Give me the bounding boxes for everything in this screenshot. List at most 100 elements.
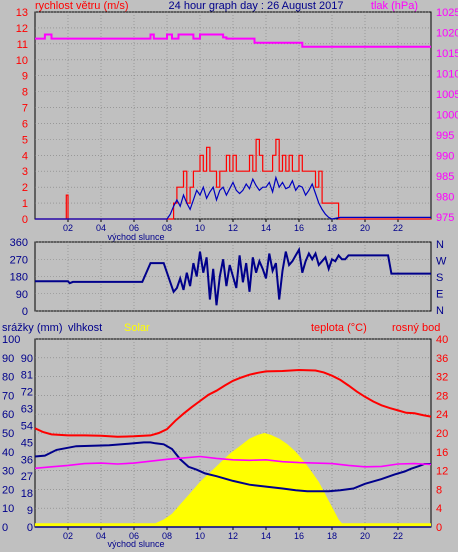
top-ylabel-right-1020: 1020 [436,27,458,39]
top-ylabel-left-1: 1 [22,198,28,210]
top-grid [35,11,431,220]
top-xlabel-12: 12 [228,223,238,233]
top-ylabel-left-9: 9 [22,71,28,83]
top-ylabel-left-13: 13 [16,7,28,19]
mid-series [35,246,431,306]
bot-xlabel-12: 12 [228,531,238,541]
bot-ylabel-temp-24: 24 [436,409,448,421]
bot-ylabel-temp-40: 40 [436,334,448,346]
bot-ylabel-temp-16: 16 [436,447,448,459]
top-left-axis-label: rychlost větru (m/s) [35,0,129,12]
mid-ylabel-0: 0 [22,306,28,318]
top-chart-title: 24 hour graph day : 26 August 2017 [169,0,344,12]
bot-xlabel-18: 18 [327,531,337,541]
top-ylabel-right-1015: 1015 [436,48,458,60]
top-ylabel-left-8: 8 [22,87,28,99]
bot-ylabel-humidity-36: 36 [21,454,33,466]
bottom-sunrise-label: východ slunce [107,539,164,549]
bot-series-humidity [34,441,431,493]
bot-xlabel-04: 04 [96,531,106,541]
top-ylabel-right-1010: 1010 [436,68,458,80]
top-series-pressure [35,33,431,48]
top-xlabel-04: 04 [96,223,106,233]
top-ylabel-left-2: 2 [22,182,28,194]
bot-series-temperature [34,368,432,438]
rain-label: srážky (mm) [2,322,63,334]
bot-ylabel-rain-30: 30 [2,466,14,478]
top-ylabel-left-12: 12 [16,23,28,35]
mid-series-direction [35,246,431,306]
bottom-series [34,368,432,528]
top-ylabel-left-6: 6 [22,118,28,130]
top-ylabel-left-10: 10 [16,55,28,67]
bot-ylabel-rain-90: 90 [2,353,14,365]
bot-ylabel-temp-12: 12 [436,466,448,478]
bot-ylabel-rain-0: 0 [2,522,8,534]
bot-ylabel-temp-20: 20 [436,428,448,440]
bot-xlabel-16: 16 [294,531,304,541]
compass-n-0: N [436,239,444,251]
bot-ylabel-rain-70: 70 [2,390,14,402]
top-right-axis-label: tlak (hPa) [371,0,418,12]
bot-ylabel-temp-0: 0 [436,522,442,534]
mid-ylabel-180: 180 [10,272,28,284]
top-ylabel-right-985: 985 [436,171,454,183]
top-tick-labels: 0123456789101112139759809859909951000100… [16,7,458,233]
bot-ylabel-temp-36: 36 [436,353,448,365]
top-xlabel-02: 02 [63,223,73,233]
bot-ylabel-humidity-54: 54 [21,420,33,432]
bot-xlabel-20: 20 [360,531,370,541]
top-ylabel-left-3: 3 [22,166,28,178]
bot-series-dewpoint [34,455,432,470]
top-xlabel-18: 18 [327,223,337,233]
bot-ylabel-humidity-9: 9 [27,505,33,517]
compass-e-3: E [436,289,443,301]
top-ylabel-left-0: 0 [22,214,28,226]
top-xlabel-06: 06 [129,223,139,233]
top-ylabel-right-995: 995 [436,130,454,142]
bot-xlabel-10: 10 [195,531,205,541]
mid-grid [35,241,431,312]
dewpoint-label: rosný bod [392,322,440,334]
bot-ylabel-humidity-18: 18 [21,488,33,500]
top-xlabel-10: 10 [195,223,205,233]
top-series [35,33,431,220]
mid-ylabel-360: 360 [10,237,28,249]
top-xlabel-08: 08 [162,223,172,233]
bot-xlabel-08: 08 [162,531,172,541]
bot-xlabel-14: 14 [261,531,271,541]
compass-s-2: S [436,272,443,284]
bot-ylabel-rain-40: 40 [2,447,14,459]
top-ylabel-left-11: 11 [17,39,28,51]
mid-ylabel-90: 90 [16,289,28,301]
humidity-label: vlhkost [68,322,102,334]
bot-ylabel-humidity-81: 81 [21,370,33,382]
top-xlabel-22: 22 [393,223,403,233]
mid-tick-labels: 0 90 180 270 360 [10,237,28,318]
top-xlabel-16: 16 [294,223,304,233]
top-ylabel-right-990: 990 [436,150,454,162]
bot-ylabel-rain-10: 10 [2,503,14,515]
bot-ylabel-rain-100: 100 [2,334,20,346]
top-xlabel-20: 20 [360,223,370,233]
bot-xlabel-02: 02 [63,531,73,541]
bot-ylabel-rain-20: 20 [2,484,14,496]
bot-ylabel-humidity-45: 45 [21,437,33,449]
top-ylabel-left-4: 4 [22,150,28,162]
compass-n-4: N [436,305,444,317]
bot-ylabel-humidity-90: 90 [21,353,33,365]
bot-xlabel-06: 06 [129,531,139,541]
top-ylabel-right-1000: 1000 [436,109,458,121]
bot-ylabel-temp-28: 28 [436,390,448,402]
top-ylabel-right-975: 975 [436,212,454,224]
top-ylabel-right-1025: 1025 [436,7,458,19]
bot-ylabel-temp-8: 8 [436,484,442,496]
bot-ylabel-humidity-63: 63 [21,404,33,416]
top-ylabel-right-1005: 1005 [436,89,458,101]
top-ylabel-right-980: 980 [436,191,454,203]
bot-ylabel-humidity-0: 0 [27,522,33,534]
bot-ylabel-rain-50: 50 [2,428,14,440]
